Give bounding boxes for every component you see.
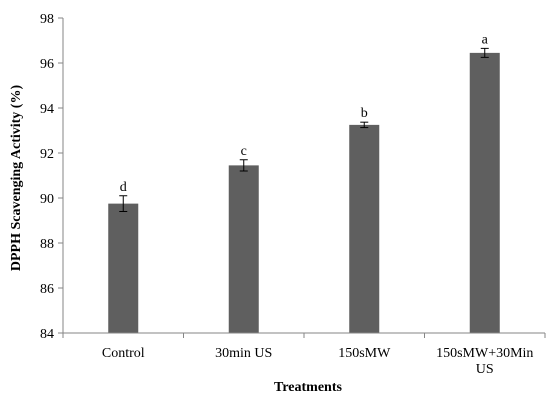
y-tick-label: 94 bbox=[40, 102, 54, 117]
error-bar bbox=[239, 159, 248, 172]
error-bar bbox=[119, 195, 128, 212]
significance-label: a bbox=[482, 32, 489, 47]
x-axis-title: Treatments bbox=[274, 380, 342, 395]
x-axis: Control 30min US 150sMW 150sMW+30Min US bbox=[62, 332, 546, 377]
y-tick-label: 96 bbox=[40, 57, 54, 72]
y-tick-label: 84 bbox=[40, 327, 54, 342]
bar bbox=[108, 203, 139, 333]
y-tick-label: 98 bbox=[40, 12, 54, 27]
bar bbox=[469, 52, 500, 333]
x-tick-label: Control bbox=[102, 346, 145, 361]
x-tick-label: 150sMW+30Min US bbox=[436, 346, 533, 377]
bar bbox=[349, 124, 380, 333]
y-tick-label: 90 bbox=[40, 192, 54, 207]
y-tick-label: 86 bbox=[40, 282, 54, 297]
y-axis: 84 86 88 90 92 94 96 98 bbox=[40, 12, 64, 342]
error-bar bbox=[480, 47, 489, 58]
significance-label: b bbox=[361, 106, 368, 121]
significance-label: c bbox=[241, 144, 247, 159]
x-tick-label: 30min US bbox=[215, 346, 272, 361]
y-tick-label: 88 bbox=[40, 237, 54, 252]
significance-label: d bbox=[120, 180, 127, 195]
y-tick-label: 92 bbox=[40, 147, 54, 162]
error-bar bbox=[360, 121, 369, 129]
plot-area: d c b a bbox=[108, 32, 500, 333]
bar bbox=[228, 165, 259, 333]
y-axis-title: DPPH Scavenging Activity (%) bbox=[9, 85, 24, 272]
x-tick-label: 150sMW bbox=[338, 346, 391, 361]
